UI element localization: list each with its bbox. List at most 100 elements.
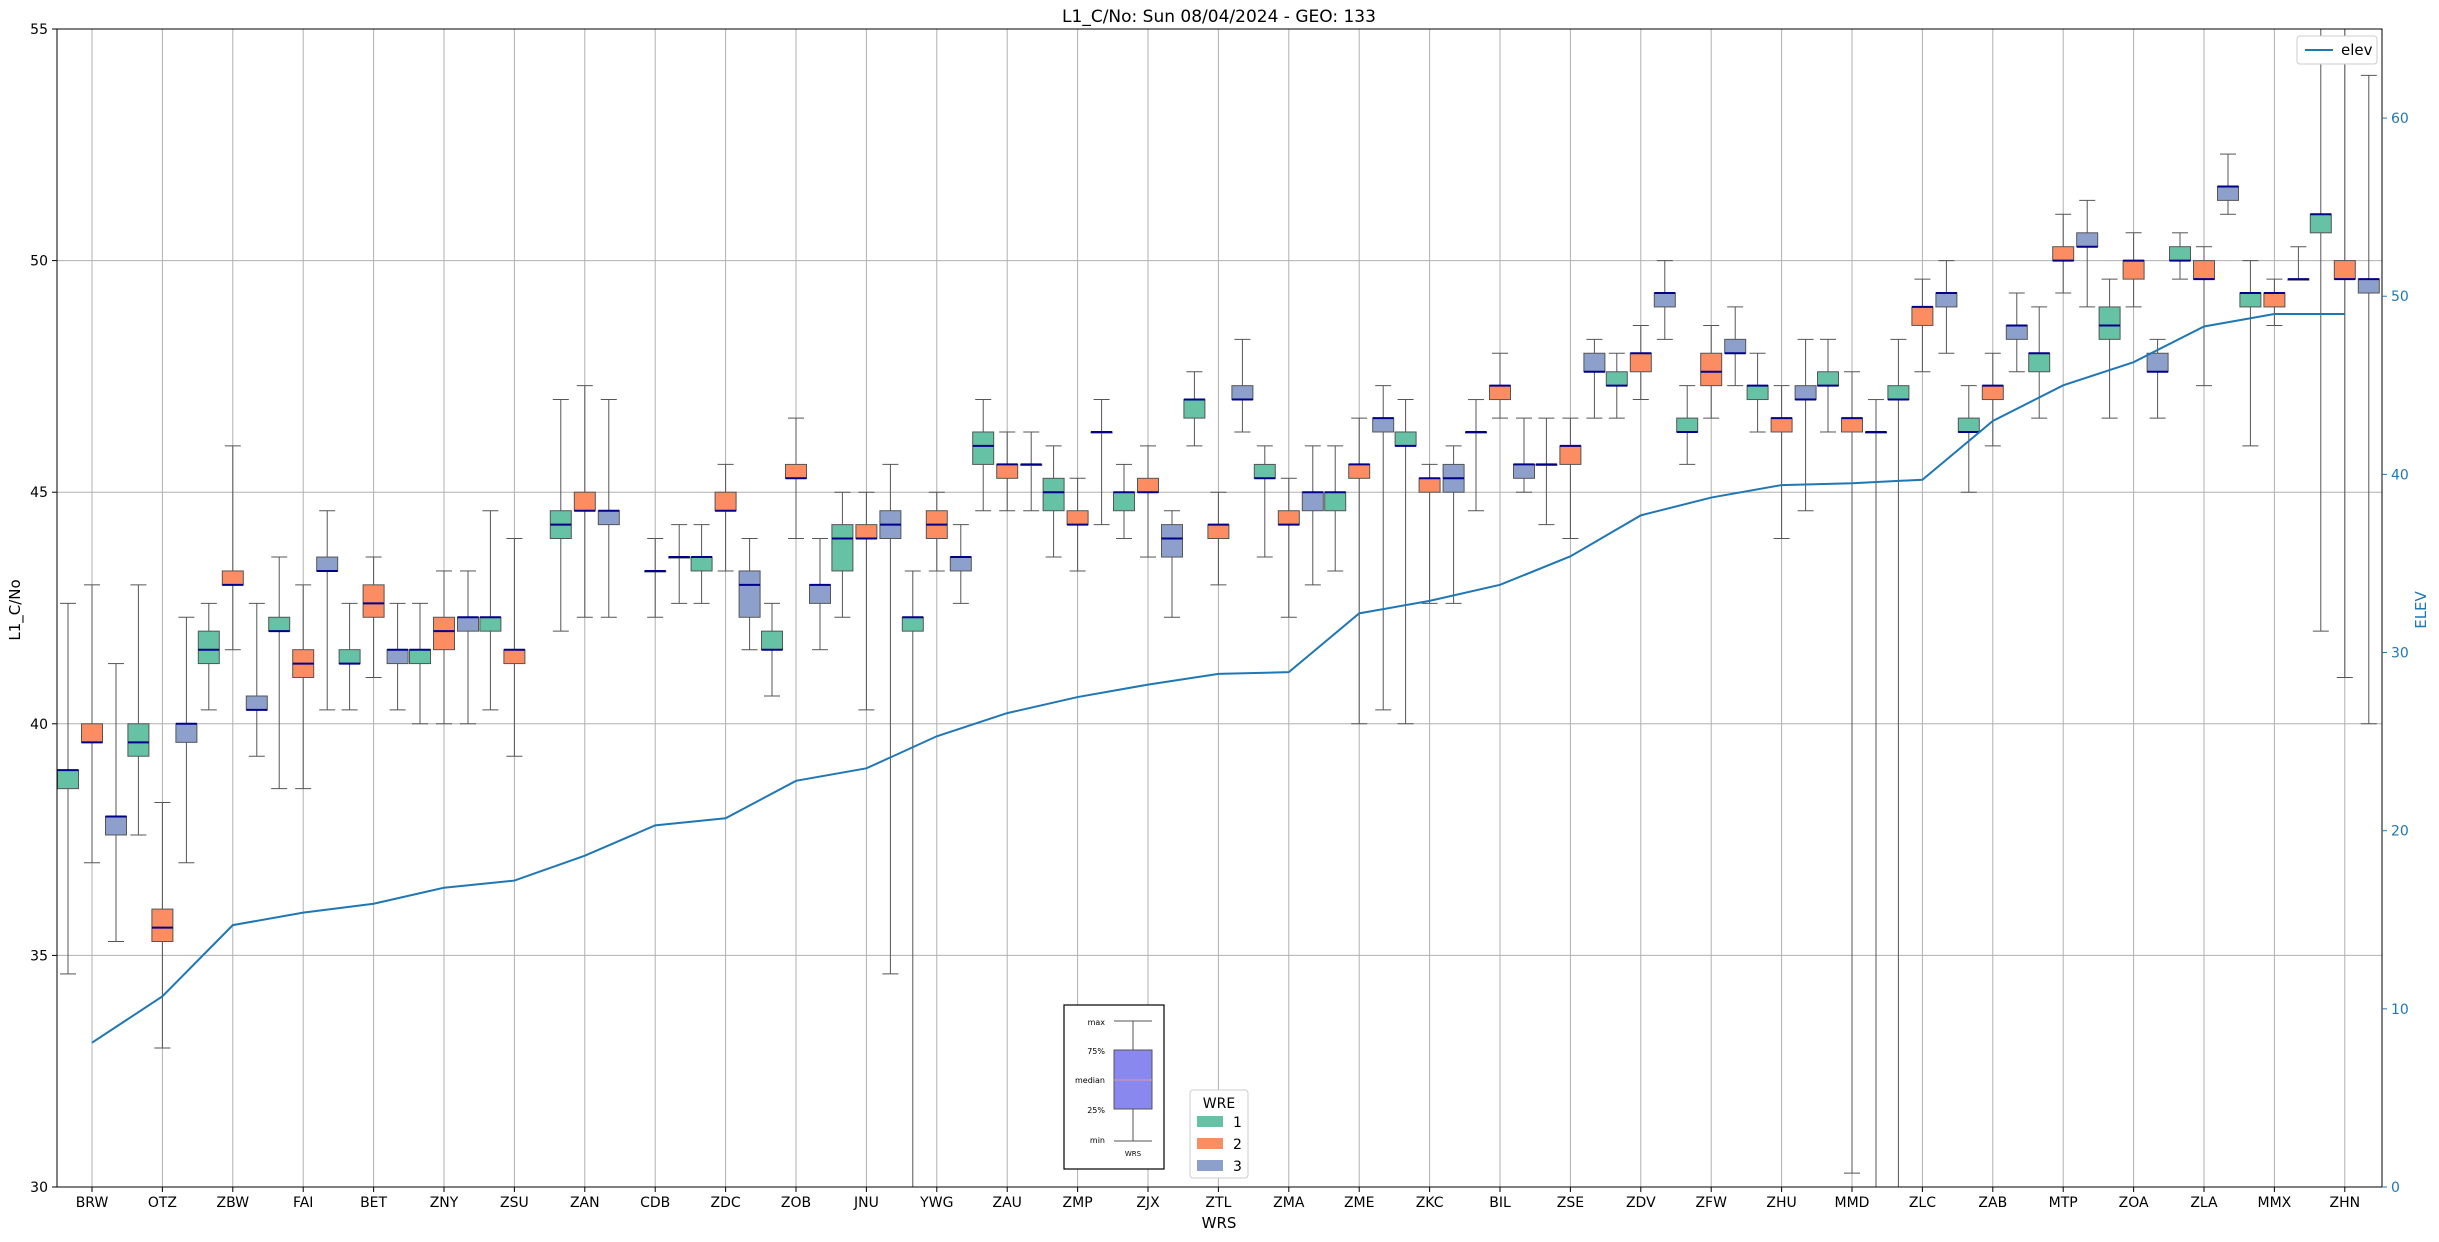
box-wre-3 [316, 556, 339, 572]
box-wre-1 [831, 524, 854, 572]
box-wre-2 [1700, 352, 1723, 387]
box-wre-1 [1605, 371, 1628, 387]
box-wre-3 [949, 556, 972, 572]
x-tick-label: MTP [2049, 1195, 2078, 1211]
wre-legend-label-3: 3 [1233, 1159, 1242, 1175]
box-wre-2 [1277, 510, 1300, 526]
box-wre-2 [1911, 306, 1934, 326]
wre-legend-swatch-2 [1197, 1138, 1223, 1149]
box-wre-2 [221, 570, 244, 586]
box-wre-2 [2122, 260, 2145, 280]
whisker-layer [60, 28, 2377, 1188]
box-wre-2 [2263, 292, 2286, 308]
y2-tick-label: 30 [2391, 646, 2409, 662]
box-wre-1 [1113, 491, 1135, 512]
x-tick-label: CDB [640, 1195, 670, 1211]
box-wre-3 [1724, 338, 1747, 354]
x-tick-label: MMX [2258, 1195, 2292, 1211]
y-tick-label: 50 [30, 254, 48, 270]
box-wre-2 [996, 463, 1019, 479]
box-wre-1 [1253, 463, 1276, 479]
box-wre-1 [901, 616, 924, 632]
box-wre-3 [809, 584, 831, 604]
y2-tick-label: 40 [2391, 467, 2409, 483]
y-axis-label: L1_C/No [6, 579, 25, 640]
box-wre-1 [690, 556, 713, 572]
box-key-inset: max 75% median 25% min WRS [1063, 1004, 1165, 1170]
chart-title: L1_C/No: Sun 08/04/2024 - GEO: 133 [1062, 7, 1376, 27]
box-wre-3 [105, 815, 127, 836]
x-tick-label: ZOA [2119, 1195, 2149, 1211]
box-wre-3 [738, 570, 761, 618]
box-wre-2 [2052, 246, 2075, 262]
x-tick-label: ZFW [1695, 1195, 1727, 1211]
box-wre-3 [1231, 385, 1254, 401]
box-wre-1 [2239, 292, 2262, 308]
inset-label-q1: 25% [1087, 1106, 1105, 1115]
wre-legend-title: WRE [1203, 1096, 1235, 1112]
plot-frame [56, 28, 2383, 1188]
x-tick-label: ZSU [500, 1195, 529, 1211]
x-tick-label: ZAU [992, 1195, 1021, 1211]
x-tick-label: ZMP [1063, 1195, 1093, 1211]
wre-legend-frame [1189, 1089, 1249, 1179]
x-tick-label: ZHU [1766, 1195, 1796, 1211]
box-wre-1 [2028, 352, 2051, 373]
box-wre-2 [1418, 477, 1441, 493]
box-wre-1 [972, 431, 995, 465]
x-tick-label: ZAB [1978, 1195, 2007, 1211]
box-wre-1 [1324, 491, 1347, 512]
box-wre-2 [2333, 260, 2356, 280]
elev-legend-label: elev [2341, 41, 2373, 59]
x-tick-label: YWG [919, 1195, 953, 1211]
box-wre-1 [127, 723, 150, 757]
box-wre-3 [457, 616, 479, 632]
box-wre-1 [1746, 385, 1769, 401]
y2-tick-label: 60 [2391, 111, 2409, 127]
box-wre-2 [2193, 260, 2215, 280]
box-wre-2 [1489, 385, 1511, 401]
box-wre-3 [2217, 185, 2239, 201]
x-tick-label: BIL [1489, 1195, 1511, 1211]
inset-label-q3: 75% [1087, 1047, 1105, 1056]
box-wre-3 [1583, 352, 1606, 373]
box-wre-1 [2098, 306, 2121, 340]
x-axis-label: WRS [1202, 1214, 1237, 1232]
x-tick-label: ZSE [1557, 1195, 1584, 1211]
box-wre-3 [245, 695, 268, 711]
box-wre-2 [714, 491, 737, 512]
axis-layer: BRW OTZ ZBW FAI BET ZNY ZSU ZAN CDB ZDC ZOB JNU YWG Z… [30, 22, 2409, 1211]
box-wre-3 [2076, 232, 2099, 248]
box-wre-1 [2169, 246, 2191, 262]
box-wre-3 [1372, 417, 1395, 433]
box-wre-2 [362, 584, 385, 618]
y2-tick-label: 20 [2391, 824, 2409, 840]
box-wre-3 [597, 510, 620, 526]
box-wre-3 [2357, 278, 2380, 294]
x-tick-label: BRW [76, 1195, 109, 1211]
wre-legend-swatch-3 [1197, 1160, 1223, 1171]
box-layer [57, 185, 2380, 943]
box-wre-2 [433, 616, 455, 651]
inset-label-min: min [1090, 1136, 1105, 1145]
box-wre-3 [1161, 524, 1183, 558]
box-wre-2 [1137, 477, 1159, 493]
x-tick-label: ZDV [1626, 1195, 1656, 1211]
box-wre-1 [197, 630, 220, 665]
box-wre-1 [1676, 417, 1699, 433]
wre-legend-label-2: 2 [1233, 1137, 1242, 1153]
box-wre-2 [1066, 510, 1089, 526]
y2-tick-label: 10 [2391, 1002, 2409, 1018]
box-wre-1 [761, 630, 783, 651]
box-wre-3 [1794, 385, 1817, 401]
x-tick-label: JNU [853, 1195, 879, 1211]
x-tick-label: ZOB [781, 1195, 811, 1211]
wre-legend: WRE 1 2 3 [1189, 1089, 1249, 1179]
x-tick-label: ZMA [1273, 1195, 1305, 1211]
box-wre-2 [1207, 524, 1230, 540]
box-wre-3 [175, 723, 198, 743]
box-wre-2 [1629, 352, 1652, 373]
elev-legend: elev [2296, 35, 2378, 65]
